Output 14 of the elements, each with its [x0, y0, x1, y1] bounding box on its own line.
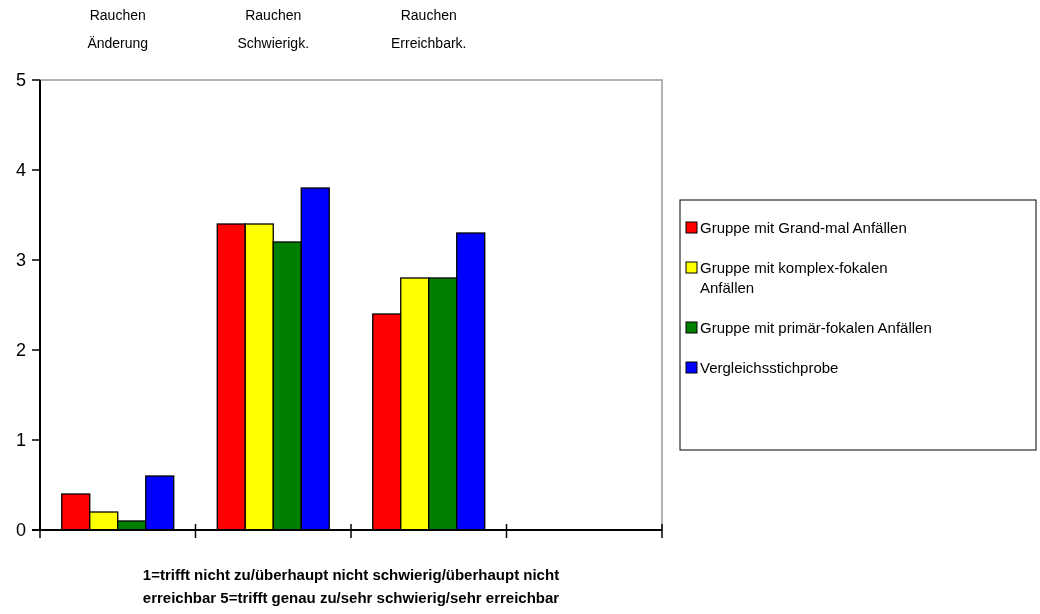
- y-tick-label: 3: [15, 250, 26, 271]
- y-tick-label: 1: [15, 430, 26, 451]
- x-tick-label: Rauchen Erreichbark.: [391, 7, 467, 51]
- x-tick-label: Rauchen Schwierigk.: [237, 7, 310, 51]
- legend-label: Gruppe mit komplex-fokalen Anfällen: [700, 259, 888, 296]
- y-tick-label: 4: [15, 160, 26, 181]
- legend-label: Gruppe mit Grand-mal Anfällen: [700, 219, 907, 236]
- legend-label: Vergleichsstichprobe: [700, 359, 839, 376]
- y-tick-label: 2: [15, 340, 26, 361]
- y-tick-label: 5: [15, 70, 26, 91]
- x-axis-title: 1=trifft nicht zu/überhaupt nicht schwierig/überhaupt nicht erreichbar 5=trifft genau zu/sehr schwierig/sehr erreichbar: [142, 566, 560, 606]
- legend-label: Gruppe mit primär-fokalen Anfällen: [700, 319, 932, 336]
- y-tick-label: 0: [15, 520, 26, 541]
- x-tick-label: Rauchen Änderung: [87, 7, 149, 51]
